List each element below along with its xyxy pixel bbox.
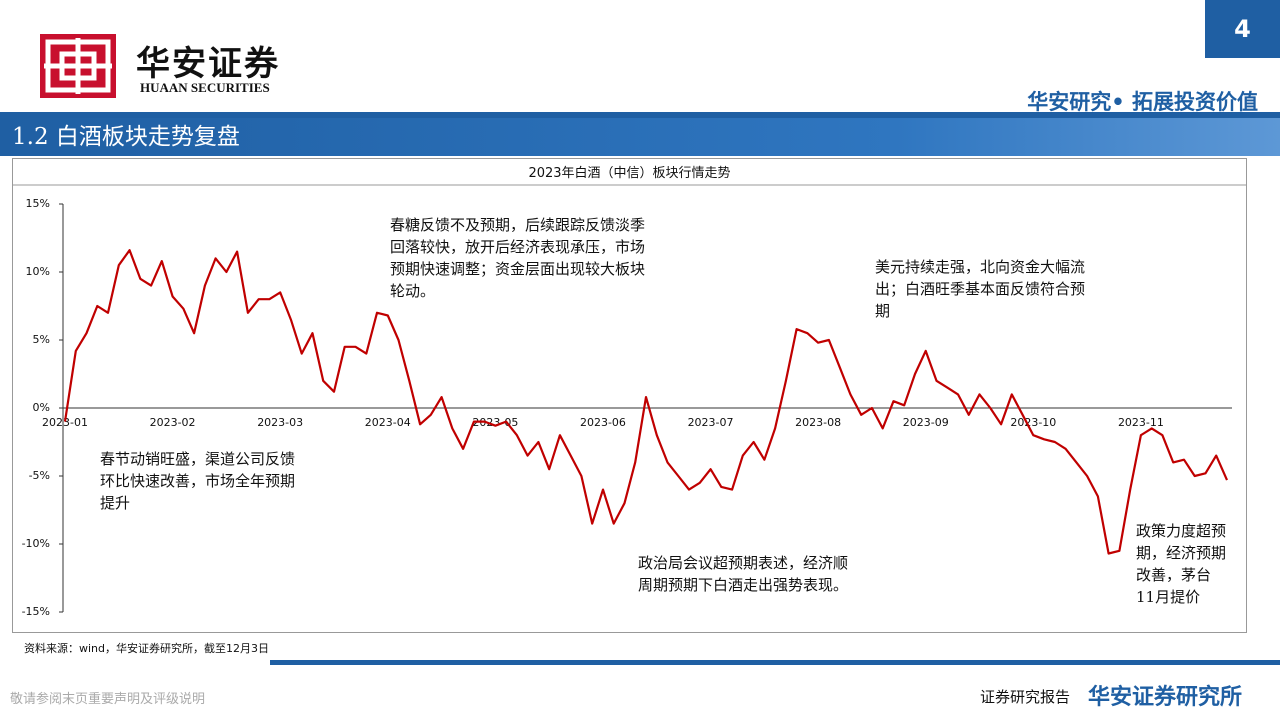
annotation: 美元持续走强，北向资金大幅流出；白酒旺季基本面反馈符合预期 — [875, 258, 1086, 320]
x-tick-label: 2023-09 — [903, 416, 949, 429]
x-tick-label: 2023-01 — [42, 416, 88, 429]
y-tick-label: 10% — [26, 265, 50, 278]
x-tick-label: 2023-04 — [365, 416, 411, 429]
header-bar — [0, 112, 1280, 118]
annotation: 春节动销旺盛，渠道公司反馈环比快速改善，市场全年预期提升 — [100, 450, 296, 512]
section-title: 1.2 白酒板块走势复盘 — [0, 118, 1280, 156]
x-tick-label: 2023-02 — [150, 416, 196, 429]
report-label: 证券研究报告 — [980, 688, 1071, 706]
y-tick-label: 15% — [26, 197, 50, 210]
y-tick-label: 0% — [33, 401, 50, 414]
annotation: 政治局会议超预期表述，经济顺周期预期下白酒走出强势表现。 — [638, 554, 849, 594]
y-tick-label: -10% — [22, 537, 50, 550]
disclaimer: 敬请参阅末页重要声明及评级说明 — [10, 692, 206, 707]
x-tick-label: 2023-08 — [795, 416, 841, 429]
x-tick-label: 2023-06 — [580, 416, 626, 429]
chart-frame — [12, 158, 1247, 633]
logo — [40, 34, 116, 98]
y-tick-label: 5% — [33, 333, 50, 346]
source-note: 资料来源：wind，华安证券研究所，截至12月3日 — [24, 642, 270, 655]
footer-bar — [270, 660, 1280, 665]
x-tick-label: 2023-11 — [1118, 416, 1164, 429]
series-line — [63, 249, 1229, 555]
page-number: 4 — [1205, 0, 1280, 58]
x-tick-label: 2023-03 — [257, 416, 303, 429]
y-tick-label: -5% — [29, 469, 50, 482]
brand-name: 华安证券 — [136, 44, 280, 84]
chart-title: 2023年白酒（中信）板块行情走势 — [528, 166, 731, 181]
x-tick-label: 2023-07 — [688, 416, 734, 429]
annotation: 政策力度超预期，经济预期改善，茅台11月提价 — [1136, 522, 1227, 606]
annotation: 春糖反馈不及预期，后续跟踪反馈淡季回落较快，放开后经济表现承压，市场预期快速调整… — [390, 216, 646, 300]
y-tick-label: -15% — [22, 605, 50, 618]
x-tick-label: 2023-05 — [472, 416, 518, 429]
x-tick-label: 2023-10 — [1010, 416, 1056, 429]
brand-name-en: HUAAN SECURITIES — [140, 80, 270, 95]
slogan: 华安研究• 拓展投资价值 — [1027, 90, 1258, 114]
institute-label: 华安证券研究所 — [1088, 685, 1243, 710]
